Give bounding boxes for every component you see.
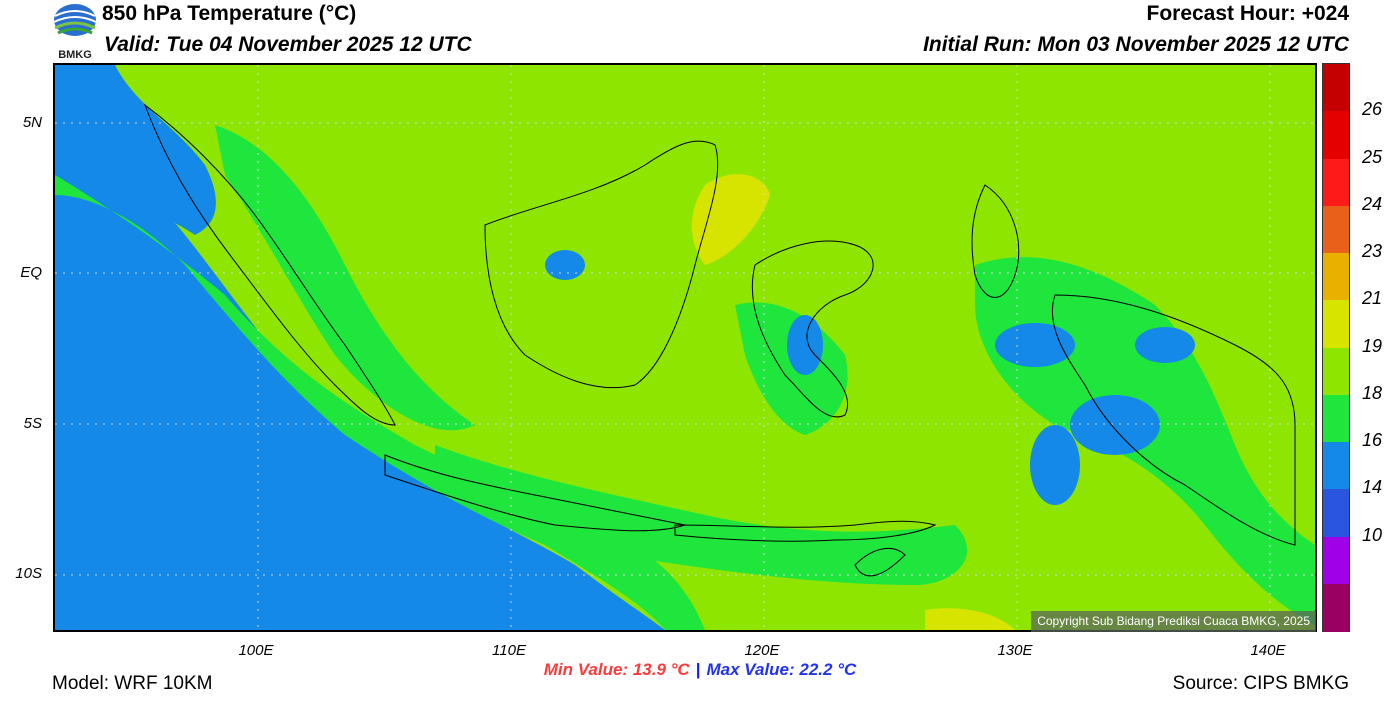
colorbar-label: 21 [1361, 288, 1383, 309]
bmkg-logo-icon: BMKG [52, 2, 98, 61]
lat-label-5n: 5N [22, 114, 42, 131]
colorbar-segment [1323, 536, 1349, 585]
min-value: Min Value: 13.9 °C [543, 660, 690, 679]
logo-text: BMKG [58, 49, 92, 60]
colorbar [1322, 63, 1350, 632]
lon-label-130e: 130E [997, 642, 1033, 659]
colorbar-segment [1323, 205, 1349, 254]
colorbar-segment [1323, 394, 1349, 443]
colorbar-segment [1323, 489, 1349, 537]
forecast-hour: Forecast Hour: +024 [1146, 2, 1350, 25]
copyright-notice: Copyright Sub Bidang Prediksi Cuaca BMKG… [1031, 611, 1316, 632]
colorbar-segment [1323, 583, 1349, 632]
colorbar-segment [1323, 158, 1349, 207]
lon-label-100e: 100E [238, 642, 274, 659]
initial-run: Initial Run: Mon 03 November 2025 12 UTC [923, 33, 1349, 56]
colorbar-segment [1323, 442, 1349, 490]
colorbar-label: 14 [1361, 477, 1383, 498]
lat-label-eq: EQ [20, 264, 42, 281]
colorbar-segment [1323, 64, 1349, 112]
lat-label-10s: 10S [15, 565, 42, 582]
colorbar-segment [1323, 253, 1349, 301]
colorbar-segment [1323, 300, 1349, 348]
colorbar-label: 19 [1361, 335, 1383, 356]
lon-label-120e: 120E [744, 642, 780, 659]
colorbar-label: 23 [1361, 241, 1383, 261]
colorbar-label: 18 [1361, 382, 1383, 403]
min-max-separator: | [695, 660, 701, 679]
colorbar-label: 16 [1361, 430, 1383, 450]
page-title: 850 hPa Temperature (°C) [102, 2, 357, 25]
colorbar-label: 26 [1361, 99, 1383, 120]
lon-label-140e: 140E [1250, 642, 1286, 659]
colorbar-segment [1323, 111, 1349, 159]
model-label: Model: WRF 10KM [52, 673, 213, 694]
lat-label-5s: 5S [23, 415, 42, 432]
colorbar-label: 24 [1361, 193, 1383, 214]
valid-time: Valid: Tue 04 November 2025 12 UTC [104, 33, 472, 56]
colorbar-segment [1323, 347, 1349, 396]
temperature-map [53, 63, 1317, 632]
max-value: Max Value: 22.2 °C [706, 660, 857, 679]
lon-label-110e: 110E [492, 642, 526, 659]
colorbar-label: 25 [1361, 146, 1383, 167]
colorbar-label: 10 [1361, 524, 1383, 545]
source-label: Source: CIPS BMKG [1172, 673, 1349, 694]
min-max-values: Min Value: 13.9 °C | Max Value: 22.2 °C [0, 660, 1400, 680]
